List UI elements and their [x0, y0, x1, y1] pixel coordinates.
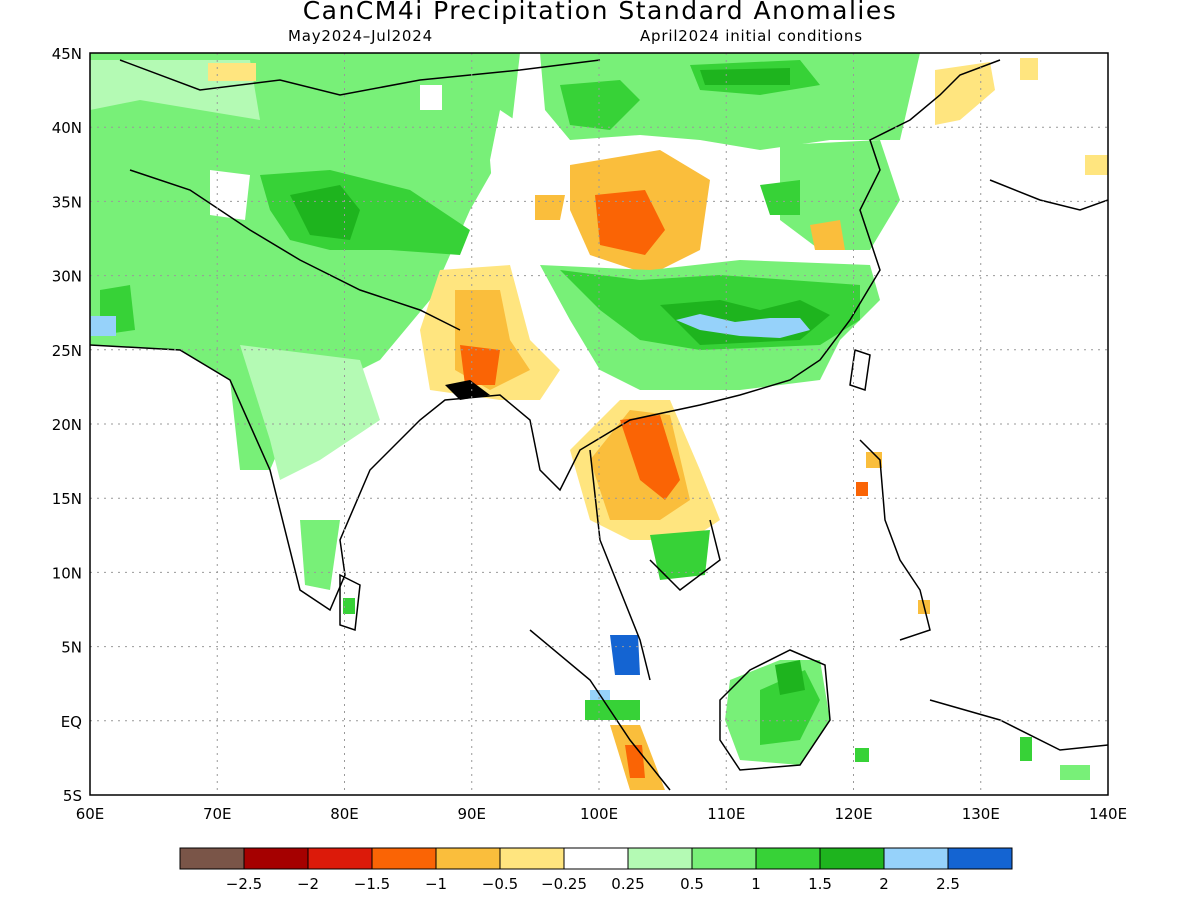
colorbar-swatch [435, 847, 501, 870]
lon-tick-label: 70E [203, 805, 232, 823]
colorbar-label: 1.5 [808, 875, 832, 893]
black-shaded-area [445, 380, 490, 400]
colorbar-swatch [499, 847, 565, 870]
colorbar-swatch [627, 847, 693, 870]
longitude-labels: 60E 70E 80E 90E 100E 110E 120E 130E 140E [76, 805, 1127, 823]
map-frame [89, 52, 1109, 796]
lat-tick-label: EQ [61, 713, 82, 731]
colorbar-label: −0.25 [541, 875, 587, 893]
colorbar-swatch [307, 847, 373, 870]
lat-tick-label: 45N [52, 45, 82, 63]
coastlines [90, 59, 1108, 791]
colorbar-swatch [563, 847, 629, 870]
colorbar-swatch [819, 847, 885, 870]
colorbar-label: −2 [297, 875, 319, 893]
colorbar-swatch [179, 847, 245, 870]
colorbar-label: −1.5 [354, 875, 390, 893]
lat-tick-label: 5S [63, 787, 82, 805]
colorbar-label: −0.5 [482, 875, 518, 893]
colorbar-label: 0.5 [680, 875, 704, 893]
map-title: CanCM4i Precipitation Standard Anomalies [302, 0, 898, 25]
lat-tick-label: 40N [52, 119, 82, 137]
lat-tick-label: 10N [52, 564, 82, 582]
colorbar-label: −1 [425, 875, 447, 893]
colorbar-label: 0.25 [611, 875, 644, 893]
lon-tick-label: 60E [76, 805, 105, 823]
lon-tick-label: 80E [330, 805, 359, 823]
colorbar-label: −2.5 [226, 875, 262, 893]
colorbar-swatch [947, 847, 1013, 870]
lon-tick-label: 100E [580, 805, 618, 823]
lon-tick-label: 90E [457, 805, 486, 823]
lon-tick-label: 130E [962, 805, 1000, 823]
colorbar: −2.5 −2 −1.5 −1 −0.5 −0.25 0.25 0.5 1 1.5 2 2.5 [179, 847, 1013, 893]
forecast-period: May2024–Jul2024 [288, 27, 433, 45]
colorbar-label: 1 [751, 875, 761, 893]
lat-tick-label: 35N [52, 193, 82, 211]
anomaly-field [90, 53, 1108, 790]
lat-tick-label: 20N [52, 416, 82, 434]
colorbar-swatch [243, 847, 309, 870]
latitude-labels: 45N 40N 35N 30N 25N 20N 15N 10N 5N EQ 5S [52, 45, 82, 805]
lat-tick-label: 5N [61, 639, 82, 657]
gridlines [90, 53, 1108, 795]
colorbar-label: 2.5 [936, 875, 960, 893]
lon-tick-label: 110E [707, 805, 745, 823]
lon-tick-label: 140E [1089, 805, 1127, 823]
lon-tick-label: 120E [834, 805, 872, 823]
colorbar-swatch [883, 847, 949, 870]
lat-tick-label: 30N [52, 268, 82, 286]
lat-tick-label: 15N [52, 490, 82, 508]
lat-tick-label: 25N [52, 342, 82, 360]
initial-conditions: April2024 initial conditions [640, 27, 863, 45]
colorbar-swatch [755, 847, 821, 870]
colorbar-label: 2 [879, 875, 889, 893]
colorbar-swatch [371, 847, 437, 870]
colorbar-swatch [691, 847, 757, 870]
